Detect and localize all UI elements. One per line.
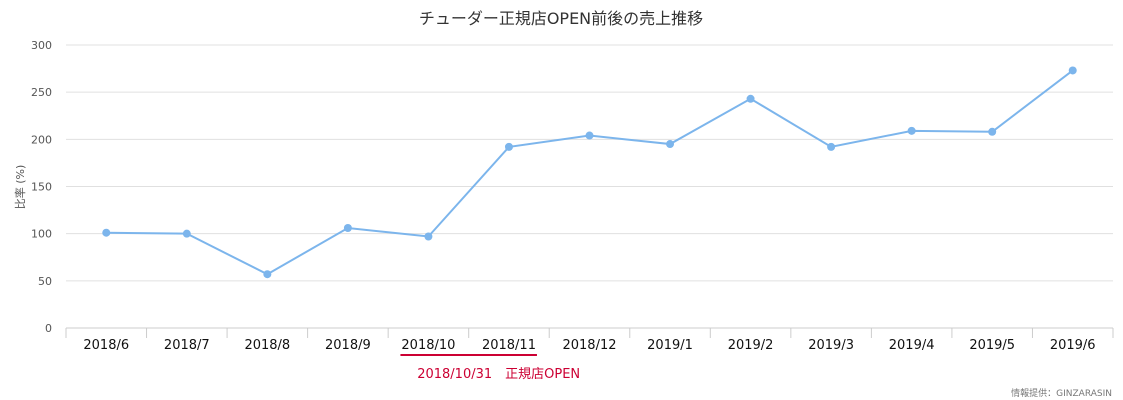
series-line bbox=[106, 69, 1074, 276]
annotation-text: 2018/10/31 正規店OPEN bbox=[417, 367, 580, 382]
y-tick-label: 200 bbox=[31, 133, 52, 146]
y-tick-label: 0 bbox=[45, 322, 52, 335]
y-axis-ticks: 0 50 100 150 200 250 300 bbox=[31, 39, 52, 335]
data-point bbox=[827, 142, 836, 151]
data-point bbox=[504, 142, 513, 151]
series-group bbox=[102, 66, 1077, 279]
x-tick-label: 2019/1 bbox=[647, 338, 693, 353]
y-tick-label: 300 bbox=[31, 39, 52, 52]
y-tick-label: 50 bbox=[38, 275, 52, 288]
data-point bbox=[343, 224, 352, 233]
data-point bbox=[102, 228, 111, 237]
open-annotation: 2018/10/31 正規店OPEN bbox=[400, 354, 580, 382]
gridlines bbox=[66, 44, 1113, 282]
x-axis: 2018/6 2018/7 2018/8 2018/9 2018/10 2018/11 20… bbox=[65, 327, 1114, 353]
x-tick-label: 2019/4 bbox=[889, 338, 935, 353]
data-point bbox=[585, 131, 594, 140]
data-point bbox=[263, 270, 272, 279]
x-tick-label: 2018/9 bbox=[325, 338, 371, 353]
y-tick-label: 250 bbox=[31, 86, 52, 99]
data-point bbox=[988, 127, 997, 136]
x-tick-label: 2019/3 bbox=[808, 338, 854, 353]
data-point bbox=[1068, 66, 1077, 75]
x-tick-label: 2019/6 bbox=[1050, 338, 1096, 353]
x-tick-label: 2019/5 bbox=[969, 338, 1015, 353]
x-tick-label: 2018/6 bbox=[83, 338, 129, 353]
x-tick-label: 2018/10 bbox=[401, 338, 455, 353]
credit-text: 情報提供：GINZARASIN bbox=[1011, 387, 1112, 399]
data-point bbox=[746, 94, 755, 103]
data-point bbox=[182, 229, 191, 238]
x-tick-label: 2018/12 bbox=[562, 338, 616, 353]
x-tick-label: 2018/11 bbox=[482, 338, 536, 353]
x-tick-label: 2019/2 bbox=[728, 338, 774, 353]
data-point bbox=[424, 232, 433, 241]
data-point bbox=[907, 126, 916, 135]
data-point bbox=[666, 140, 675, 149]
y-tick-label: 150 bbox=[31, 181, 52, 194]
x-tick-label: 2018/8 bbox=[244, 338, 290, 353]
y-tick-label: 100 bbox=[31, 228, 52, 241]
x-tick-label: 2018/7 bbox=[164, 338, 210, 353]
chart-title: チューダー正規店OPEN前後の売上推移 bbox=[419, 9, 703, 28]
y-axis-label: 比率 (%) bbox=[13, 165, 27, 210]
